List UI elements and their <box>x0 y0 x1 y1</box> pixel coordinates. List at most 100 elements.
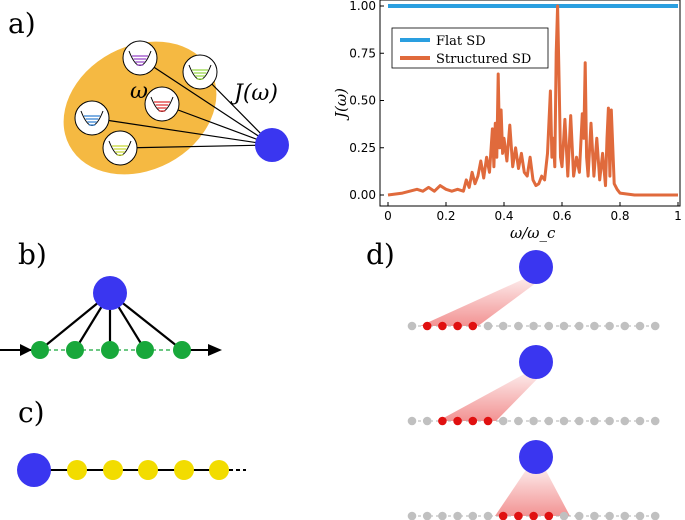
panel-c-label: c) <box>18 396 45 429</box>
d-site <box>514 416 523 426</box>
c-site <box>209 460 229 480</box>
d-cone <box>495 467 570 516</box>
x-tick-label: 0.4 <box>494 209 513 223</box>
d-site-active <box>483 416 493 426</box>
panel-d: d) <box>366 238 660 520</box>
d-site <box>590 321 599 331</box>
b-site <box>31 341 49 359</box>
d-site <box>483 321 493 331</box>
panel-d-label: d) <box>366 238 395 271</box>
y-tick-label: 0.00 <box>349 188 376 202</box>
d-site <box>544 321 554 331</box>
d-site <box>559 321 569 331</box>
d-site <box>559 511 569 520</box>
bath-modes <box>74 40 218 166</box>
d-system-node <box>519 345 553 379</box>
d-site <box>650 511 660 520</box>
d-site <box>422 416 432 426</box>
d-site-active <box>514 511 523 520</box>
d-site-active <box>498 511 508 520</box>
panel-a-label: a) <box>8 7 36 40</box>
b-in-arrowhead <box>20 344 32 356</box>
d-row <box>407 440 660 520</box>
d-site <box>574 511 584 520</box>
d-site <box>574 416 584 426</box>
b-sites <box>31 341 191 359</box>
x-tick-label: 1 <box>674 209 682 223</box>
x-ticks: 0 0.2 0.4 0.6 0.8 1 <box>384 202 682 223</box>
series-line-structured <box>387 4 678 197</box>
d-site <box>453 511 462 520</box>
d-system-node <box>519 250 553 284</box>
c-site <box>103 460 123 480</box>
d-site-active <box>468 321 478 331</box>
d-site <box>635 416 645 426</box>
bath-mode <box>182 54 218 90</box>
d-cone <box>420 277 544 326</box>
x-tick-label: 0 <box>384 209 392 223</box>
panel-b: b) <box>0 238 222 359</box>
d-cone <box>438 372 544 421</box>
y-axis-label: J(ω) <box>332 88 350 121</box>
d-site-active <box>438 321 447 331</box>
legend-label-structured: Structured SD <box>436 52 531 67</box>
omega-label: ω <box>130 79 148 104</box>
d-row <box>407 345 660 426</box>
b-site <box>136 341 154 359</box>
b-site <box>173 341 191 359</box>
x-axis-label: ω/ω_c <box>510 224 556 242</box>
b-system-node <box>93 276 127 310</box>
d-site <box>650 321 660 331</box>
d-site <box>529 321 538 331</box>
system-node <box>255 128 289 162</box>
x-tick-label: 0.8 <box>610 209 629 223</box>
d-site <box>620 416 630 426</box>
legend-label-flat: Flat SD <box>436 34 486 49</box>
d-site-active <box>422 321 432 331</box>
legend: Flat SD Structured SD <box>391 27 549 69</box>
b-site <box>101 341 119 359</box>
d-site <box>544 416 554 426</box>
bath-mode <box>74 100 110 136</box>
panel-a: a) ω J(ω) <box>8 7 289 175</box>
y-ticks: 0.00 0.25 0.50 0.75 1.00 <box>349 0 384 202</box>
y-tick-label: 0.75 <box>349 46 376 60</box>
bath-ellipse <box>63 41 217 175</box>
d-rows <box>407 250 660 520</box>
d-site <box>498 416 508 426</box>
d-site <box>620 511 630 520</box>
d-site <box>635 321 645 331</box>
d-site <box>590 416 599 426</box>
b-out-arrowhead <box>208 344 222 356</box>
d-site <box>574 321 584 331</box>
d-site <box>529 416 538 426</box>
d-site <box>620 321 630 331</box>
d-site <box>498 321 508 331</box>
coupling-lines <box>91 57 273 149</box>
panel-c: c) <box>17 396 246 487</box>
d-site <box>635 511 645 520</box>
d-site <box>407 321 417 331</box>
d-system-node <box>519 440 553 474</box>
d-site-active <box>453 416 462 426</box>
c-site <box>138 460 158 480</box>
d-site-active <box>544 511 554 520</box>
bath-mode <box>122 40 158 76</box>
spectral-density-chart: 0 0.2 0.4 0.6 0.8 1 0.00 0.25 0.50 0.75 1.00 ω/ω_… <box>332 0 682 242</box>
d-site <box>650 416 660 426</box>
d-site <box>422 511 432 520</box>
d-site <box>514 321 523 331</box>
d-site-active <box>468 416 478 426</box>
bath-mode <box>144 86 180 122</box>
d-site-active <box>438 416 447 426</box>
c-site <box>67 460 87 480</box>
d-site-active <box>529 511 538 520</box>
d-site <box>407 416 417 426</box>
d-site <box>605 511 614 520</box>
b-site <box>66 341 84 359</box>
d-site <box>605 321 614 331</box>
c-sites <box>67 460 229 480</box>
d-site <box>559 416 569 426</box>
legend-box <box>391 27 549 69</box>
